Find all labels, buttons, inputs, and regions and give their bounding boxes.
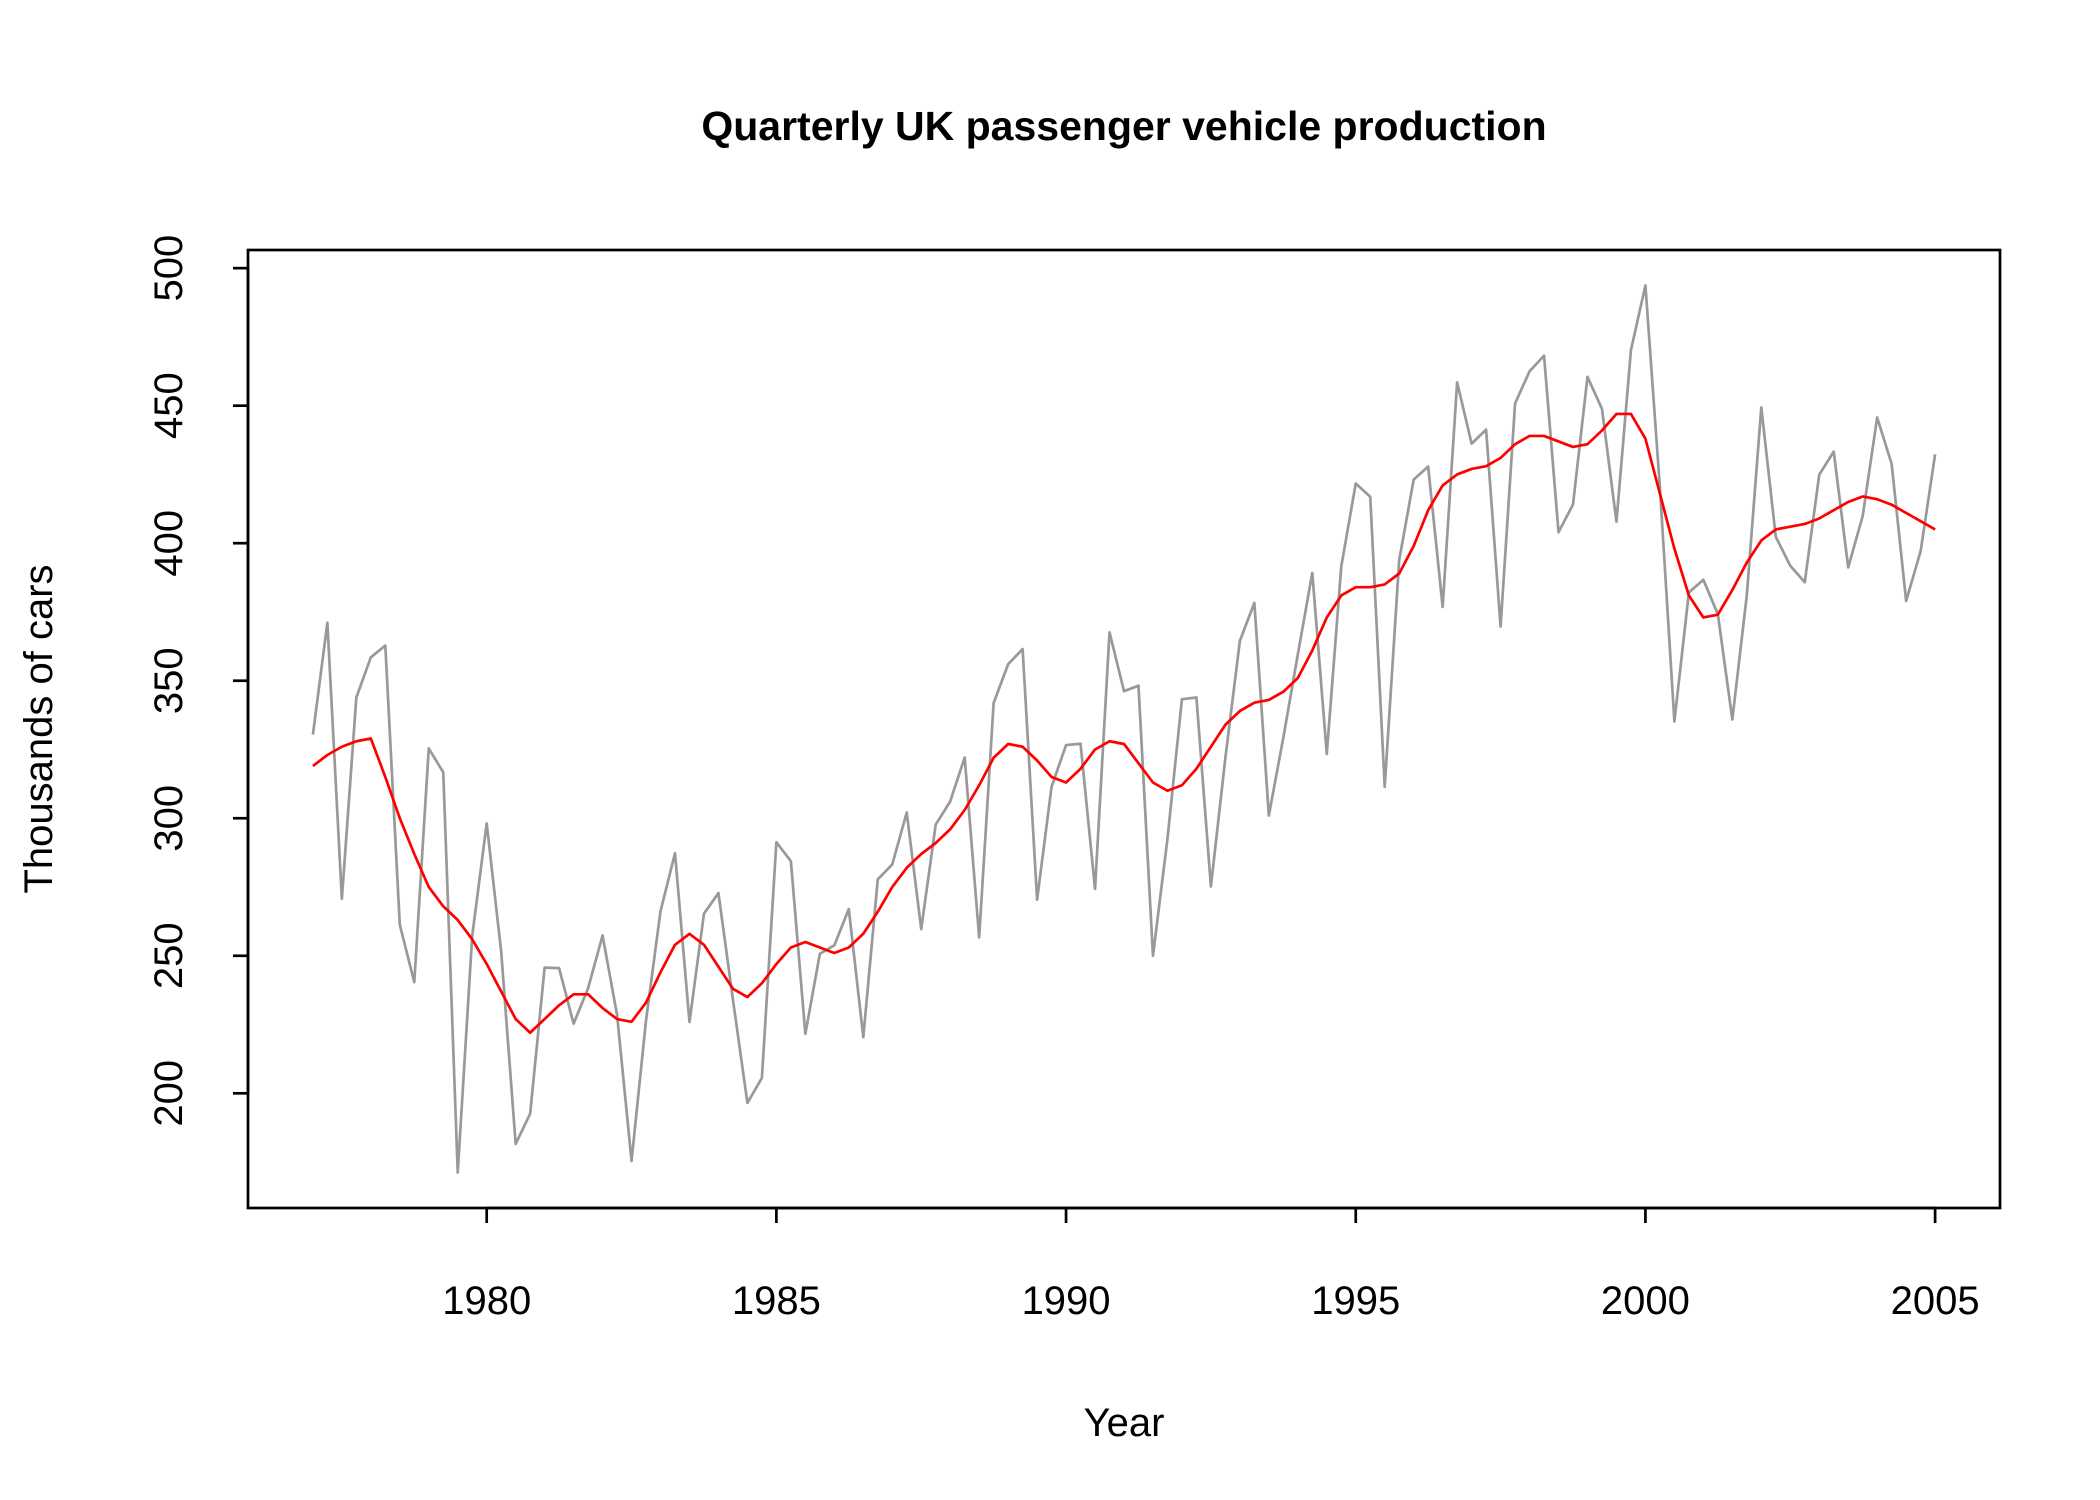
x-tick-label: 1990 [1022,1279,1111,1323]
y-tick-label: 200 [147,1060,191,1127]
x-tick-label: 1995 [1311,1279,1400,1323]
series-line [312,412,1936,1035]
y-tick-label: 500 [147,235,191,302]
x-tick-label: 1980 [442,1279,531,1323]
y-axis-title: Thousands of cars [17,564,61,893]
y-tick-label: 450 [147,372,191,439]
y-tick-label: 400 [147,510,191,577]
x-tick-label: 2005 [1891,1279,1980,1323]
y-tick-label: 350 [147,647,191,714]
series-line [311,284,1937,1174]
chart-title: Quarterly UK passenger vehicle productio… [701,103,1546,149]
x-axis-title: Year [1084,1401,1165,1445]
x-tick-label: 1985 [732,1279,821,1323]
y-tick-label: 250 [147,922,191,989]
x-tick-label: 2000 [1601,1279,1690,1323]
y-tick-label: 300 [147,785,191,852]
